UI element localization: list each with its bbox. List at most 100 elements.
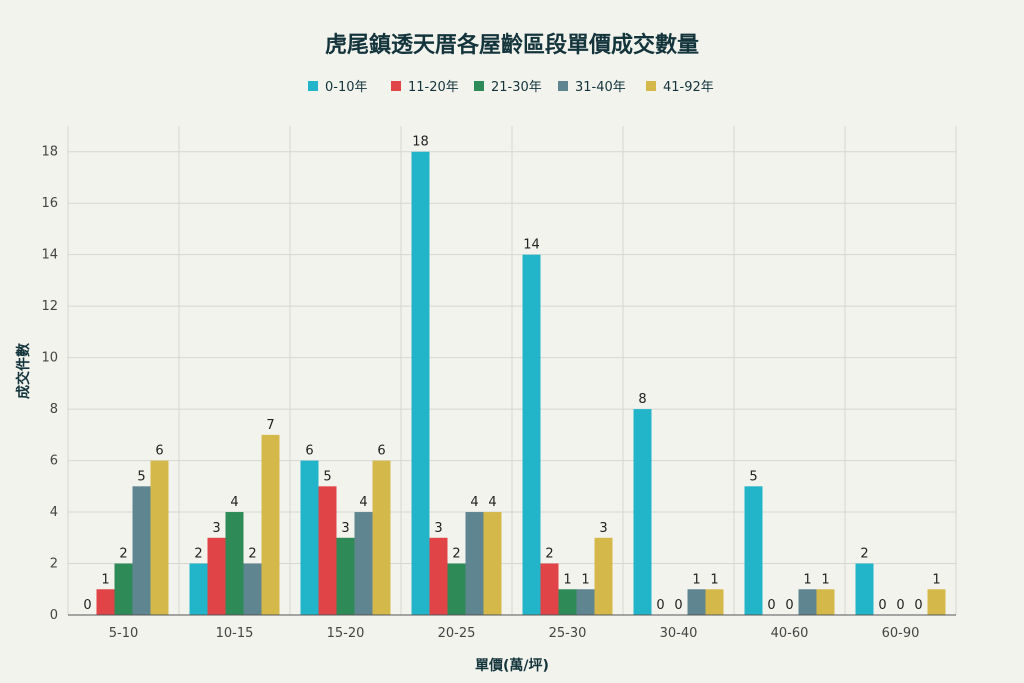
legend-swatch: [391, 81, 401, 91]
bar-40-60-0-10年: [744, 486, 763, 615]
legend-label: 31-40年: [575, 80, 626, 95]
bar-15-20-31-40年: [354, 512, 373, 615]
x-axis-title: 單價(萬/坪): [475, 657, 549, 674]
bar-value-label: 1: [692, 572, 700, 587]
bar-20-25-41-92年: [483, 512, 502, 615]
legend-label: 21-30年: [491, 80, 542, 95]
bar-60-90-41-92年: [927, 589, 946, 615]
legend-label: 0-10年: [325, 80, 368, 95]
grid: [67, 126, 957, 615]
bar-value-label: 1: [932, 572, 940, 587]
legend-swatch: [474, 81, 484, 91]
bar-value-label: 3: [212, 521, 220, 536]
y-tick-label: 14: [41, 248, 58, 263]
bar-25-30-21-30年: [558, 589, 577, 615]
bar-value-label: 0: [767, 598, 775, 613]
bar-25-30-41-92年: [594, 537, 613, 615]
y-tick-label: 12: [41, 299, 58, 314]
bar-value-label: 1: [803, 572, 811, 587]
legend-label: 41-92年: [663, 80, 714, 95]
x-tick-label: 30-40: [660, 626, 698, 641]
bar-value-label: 0: [914, 598, 922, 613]
bar-15-20-11-20年: [318, 486, 337, 615]
y-tick-label: 6: [50, 454, 58, 469]
bar-value-label: 6: [377, 444, 385, 459]
bar-5-10-21-30年: [114, 563, 133, 615]
legend-label: 11-20年: [408, 80, 459, 95]
y-tick-label: 10: [41, 351, 58, 366]
bar-value-label: 6: [155, 444, 163, 459]
bar-value-label: 1: [710, 572, 718, 587]
bar-20-25-21-30年: [447, 563, 466, 615]
bar-5-10-41-92年: [150, 460, 169, 615]
bar-20-25-11-20年: [429, 537, 448, 615]
bar-value-label: 3: [599, 521, 607, 536]
bar-15-20-0-10年: [300, 460, 319, 615]
bar-30-40-31-40年: [687, 589, 706, 615]
bar-value-label: 2: [194, 547, 202, 562]
x-tick-label: 40-60: [771, 626, 809, 641]
bar-value-label: 0: [878, 598, 886, 613]
legend-swatch: [646, 81, 656, 91]
bar-value-label: 0: [674, 598, 682, 613]
y-axis-title: 成交件數: [15, 343, 32, 399]
bar-10-15-41-92年: [261, 434, 280, 615]
bar-15-20-41-92年: [372, 460, 391, 615]
bar-20-25-0-10年: [411, 151, 430, 615]
bars: [96, 151, 946, 615]
bar-25-30-0-10年: [522, 254, 541, 615]
x-tick-label: 20-25: [438, 626, 476, 641]
bar-5-10-11-20年: [96, 589, 115, 615]
bar-value-label: 1: [821, 572, 829, 587]
bar-value-label: 1: [581, 572, 589, 587]
bar-30-40-41-92年: [705, 589, 724, 615]
bar-value-label: 0: [896, 598, 904, 613]
legend-swatch: [308, 81, 318, 91]
x-tick-label: 5-10: [109, 626, 139, 641]
chart-title: 虎尾鎮透天厝各屋齡區段單價成交數量: [325, 32, 699, 58]
bar-value-label: 2: [545, 547, 553, 562]
bar-value-label: 7: [266, 418, 274, 433]
y-tick-label: 2: [50, 557, 58, 572]
bar-value-label: 1: [101, 572, 109, 587]
bar-value-label: 8: [638, 392, 646, 407]
bar-25-30-11-20年: [540, 563, 559, 615]
bar-value-label: 0: [785, 598, 793, 613]
bar-value-label: 18: [412, 135, 429, 150]
y-tick-label: 4: [50, 505, 58, 520]
bar-value-label: 5: [749, 469, 757, 484]
bar-value-label: 2: [860, 547, 868, 562]
x-tick-label: 60-90: [882, 626, 920, 641]
bar-value-label: 6: [305, 444, 313, 459]
y-tick-label: 16: [41, 196, 58, 211]
bar-value-label: 3: [434, 521, 442, 536]
bar-value-label: 2: [119, 547, 127, 562]
bar-value-label: 4: [230, 495, 238, 510]
bar-value-label: 0: [656, 598, 664, 613]
bar-value-label: 4: [488, 495, 496, 510]
bar-10-15-0-10年: [189, 563, 208, 615]
bar-value-label: 2: [452, 547, 460, 562]
y-tick-label: 18: [41, 145, 58, 160]
y-tick-label: 0: [50, 608, 58, 623]
bar-value-label: 0: [83, 598, 91, 613]
bar-15-20-21-30年: [336, 537, 355, 615]
bar-value-label: 3: [341, 521, 349, 536]
bar-value-label: 5: [323, 469, 331, 484]
bar-value-label: 4: [470, 495, 478, 510]
bar-60-90-0-10年: [855, 563, 874, 615]
bar-value-label: 1: [563, 572, 571, 587]
y-axis-ticks: 0 2 4 6 8 10 12 14 16 18: [41, 145, 58, 623]
bar-value-label: 14: [523, 238, 540, 253]
bar-10-15-21-30年: [225, 512, 244, 615]
x-tick-label: 15-20: [327, 626, 365, 641]
bar-5-10-31-40年: [132, 486, 151, 615]
bar-value-label: 2: [248, 547, 256, 562]
x-tick-label: 10-15: [216, 626, 254, 641]
legend: 0-10年 11-20年 21-30年 31-40年 41-92年: [308, 80, 714, 95]
bar-value-label: 5: [137, 469, 145, 484]
x-tick-label: 25-30: [549, 626, 587, 641]
y-tick-label: 8: [50, 402, 58, 417]
bar-value-label: 4: [359, 495, 367, 510]
